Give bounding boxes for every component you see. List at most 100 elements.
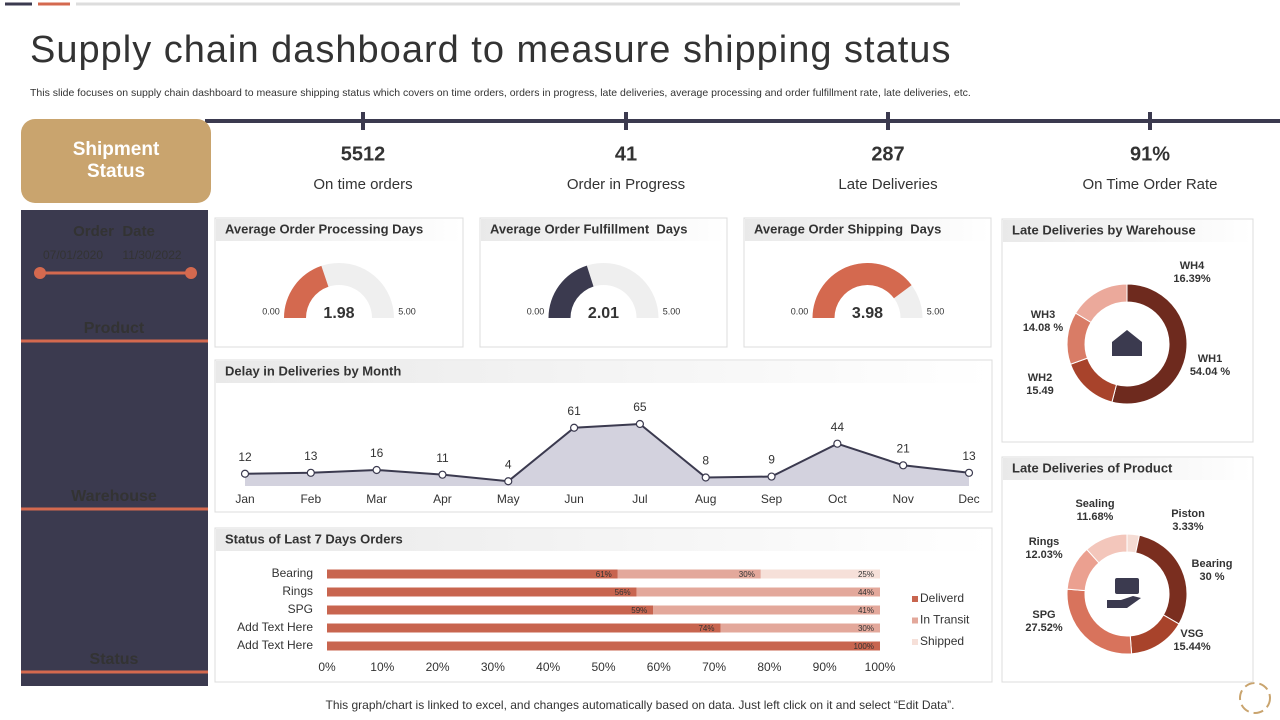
order-date: Order Date	[73, 223, 155, 240]
x-tick-label: 90%	[813, 660, 837, 674]
y-tick-label: SPG	[288, 602, 313, 616]
slice-value: 15.49	[1026, 385, 1054, 397]
data-label: 8	[702, 454, 709, 468]
sidebar	[21, 210, 208, 686]
slice-value: 54.04 %	[1190, 366, 1231, 378]
icon	[1112, 330, 1142, 356]
gauge-tick: 0.00	[262, 306, 280, 316]
x-tick-label: Oct	[828, 492, 847, 506]
x-tick-label: May	[497, 492, 520, 506]
data-label: 44	[831, 420, 845, 434]
data-label: 12	[238, 450, 252, 464]
filter[interactable]: Product	[84, 320, 145, 337]
point	[767, 472, 776, 481]
gauge-tick: 5.00	[398, 306, 416, 316]
data-label: 44%	[858, 588, 874, 597]
data-label: 11	[436, 451, 449, 465]
kpi-value: 41	[615, 143, 637, 165]
x-tick-label: Feb	[300, 492, 321, 506]
slider-handle[interactable]	[34, 267, 46, 279]
point	[306, 468, 315, 477]
panel-title: Status of Last 7 Days Orders	[225, 531, 403, 546]
start-date: 07/01/2020	[43, 248, 103, 262]
kpi-tick	[624, 112, 628, 130]
donut-slice	[1086, 533, 1128, 564]
panel-title: Delay in Deliveries by Month	[225, 363, 401, 378]
point	[899, 461, 908, 470]
bar	[327, 569, 618, 579]
slice-value: 12.03%	[1025, 549, 1063, 561]
x-tick-label: Aug	[695, 492, 716, 506]
x-tick-label: 30%	[481, 660, 505, 674]
bar	[327, 587, 637, 597]
gauge-tick: 5.00	[663, 306, 681, 316]
kpi-value: 91%	[1130, 143, 1170, 165]
x-tick-label: 0%	[318, 660, 336, 674]
legend-label: Shipped	[920, 634, 964, 648]
panel-header	[1003, 220, 1252, 242]
data-label: 30%	[858, 624, 874, 633]
slice-name: WH3	[1031, 309, 1055, 321]
slice-name: Piston	[1171, 508, 1205, 520]
end-date: 11/30/2022	[122, 248, 181, 262]
y-tick-label: Add Text Here	[237, 620, 313, 634]
kpi-label: On Time Order Rate	[1082, 176, 1217, 193]
point	[372, 465, 381, 475]
gauge-tick: 0.00	[791, 306, 809, 316]
area	[245, 424, 969, 486]
icon	[1115, 578, 1139, 594]
kpi-label: On time orders	[313, 176, 412, 193]
line	[244, 422, 970, 483]
point	[240, 469, 250, 478]
data-label: 59%	[631, 606, 647, 615]
x-tick-label: Mar	[366, 492, 387, 506]
bar	[617, 569, 761, 579]
gauge-value	[812, 262, 912, 318]
y-tick-label: Add Text Here	[237, 638, 313, 652]
kpi-label: Late Deliveries	[838, 176, 937, 193]
x-tick-label: Dec	[958, 492, 979, 506]
gauge-label: 2.01	[588, 305, 619, 322]
x-tick-label: 70%	[702, 660, 726, 674]
data-label: 16	[370, 446, 384, 460]
gauge-tick: 0.00	[527, 306, 545, 316]
panel-title: Average Order Fulfillment Days	[490, 221, 687, 236]
slice-name: Sealing	[1075, 498, 1114, 510]
filter[interactable]: Status	[90, 651, 139, 668]
filter[interactable]: Warehouse	[71, 488, 157, 505]
slice-value: 3.33%	[1172, 521, 1203, 533]
point	[964, 468, 974, 477]
point	[635, 419, 645, 429]
data-label: 9	[768, 453, 775, 467]
gauge-label: 3.98	[852, 305, 883, 322]
bar	[720, 623, 880, 633]
slice-value: 30 %	[1199, 571, 1224, 583]
x-tick-label: Sep	[761, 492, 783, 506]
subtitle: This slide focuses on supply chain dashb…	[30, 87, 971, 99]
panel-header	[216, 529, 991, 551]
slider-handle[interactable]	[185, 267, 197, 279]
bar	[760, 569, 880, 579]
slice-value: 11.68%	[1077, 511, 1114, 523]
panel-header	[1003, 458, 1252, 480]
data-label: 25%	[858, 570, 874, 579]
panel-title: Average Order Processing Days	[225, 221, 423, 236]
slice-name: WH4	[1180, 260, 1205, 272]
legend-swatch	[912, 596, 918, 602]
slice-value: 14.08 %	[1023, 322, 1064, 334]
point	[504, 477, 513, 486]
donut-slice	[1111, 283, 1188, 405]
legend-label: In Transit	[920, 613, 970, 627]
data-label: 30%	[739, 570, 755, 579]
data-label: 74%	[698, 624, 714, 633]
x-tick-label: Jun	[564, 492, 583, 506]
x-tick-label: 20%	[426, 660, 450, 674]
panel-header	[745, 219, 990, 241]
point	[701, 473, 710, 482]
x-tick-label: 40%	[536, 660, 560, 674]
bar	[636, 587, 880, 597]
kpi-label: Order in Progress	[567, 176, 685, 193]
slice-value: 27.52%	[1025, 622, 1063, 634]
panel-header	[216, 361, 991, 383]
